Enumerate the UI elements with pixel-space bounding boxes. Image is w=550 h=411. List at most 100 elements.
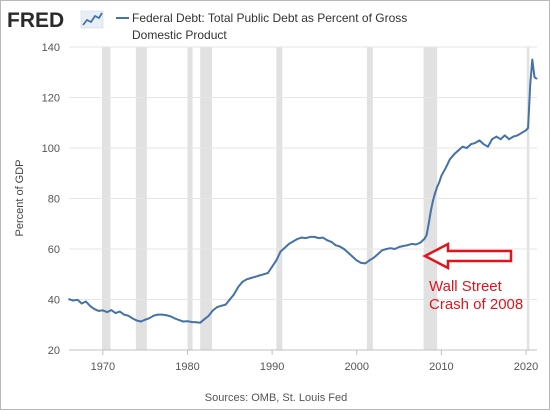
data-point (499, 138, 502, 141)
data-point (97, 310, 100, 312)
y-tick-label: 60 (48, 244, 60, 256)
data-point (127, 314, 130, 317)
data-point (220, 304, 223, 307)
data-point (296, 238, 299, 240)
data-point (338, 245, 341, 248)
data-point (258, 274, 261, 277)
data-point (68, 298, 70, 301)
y-tick-label: 140 (42, 42, 60, 54)
data-point (157, 313, 159, 316)
data-point (140, 320, 142, 323)
data-point (148, 317, 151, 320)
data-point (182, 320, 185, 323)
data-point (436, 186, 438, 189)
data-point (470, 143, 472, 146)
data-point (385, 248, 388, 250)
data-point (241, 280, 244, 283)
data-point (292, 240, 295, 243)
data-point (364, 262, 367, 265)
data-point (118, 310, 121, 313)
y-axis: 20 40 60 80 100 120 140 (42, 42, 60, 357)
data-point (300, 236, 303, 239)
data-point (410, 243, 413, 245)
fred-logo[interactable]: FRED (7, 9, 64, 32)
data-point (322, 236, 324, 239)
data-point (527, 126, 529, 129)
annotation-line1: Wall Street (429, 278, 503, 295)
data-point (190, 321, 193, 323)
data-point (313, 236, 316, 238)
data-point (288, 243, 290, 245)
legend-title-line2: Domestic Product (132, 28, 227, 42)
data-point (531, 58, 534, 61)
data-point (165, 314, 168, 317)
data-point (207, 315, 210, 317)
data-point (438, 181, 441, 184)
data-point (76, 298, 79, 301)
gridlines (69, 46, 537, 300)
data-point (309, 236, 312, 238)
data-point (434, 192, 436, 195)
data-point (535, 77, 538, 80)
source-note: Sources: OMB, St. Louis Fed (205, 392, 347, 404)
legend-title-line1: Federal Debt: Total Public Debt as Perce… (132, 11, 407, 25)
series-line (68, 58, 538, 324)
data-point (377, 253, 379, 256)
data-point (245, 278, 248, 281)
data-point (402, 245, 405, 247)
data-point (85, 300, 87, 303)
mini-line-chart-icon (80, 10, 104, 29)
data-point (173, 317, 176, 320)
data-point (360, 262, 362, 264)
x-tick-label: 1990 (260, 361, 284, 373)
data-point (512, 135, 515, 138)
data-point (80, 302, 83, 305)
data-point (520, 131, 523, 134)
data-point (508, 138, 510, 141)
data-point (444, 167, 447, 170)
data-point (525, 129, 527, 132)
data-point (368, 259, 371, 262)
data-point (123, 313, 125, 316)
data-point (72, 299, 75, 302)
data-point (432, 200, 434, 202)
data-point (114, 312, 117, 314)
data-point (465, 147, 468, 149)
data-point (330, 241, 333, 243)
data-point (228, 298, 231, 301)
data-point (254, 275, 257, 278)
data-point (237, 286, 240, 288)
y-tick-label: 120 (42, 93, 60, 105)
data-point (131, 317, 134, 320)
data-point (495, 135, 498, 138)
data-point (186, 320, 189, 323)
data-point (93, 308, 96, 310)
data-point (106, 311, 108, 313)
data-point (262, 273, 265, 276)
x-tick-label: 1970 (91, 361, 115, 373)
data-point (461, 145, 464, 148)
data-point (216, 306, 219, 308)
data-point (161, 313, 164, 316)
series-lines (68, 58, 538, 324)
data-point (478, 139, 481, 142)
x-axis: 1970 1980 1990 2000 2010 2020 (91, 350, 538, 373)
x-tick-label: 1980 (175, 361, 199, 373)
data-point (203, 318, 206, 321)
data-point (144, 318, 147, 321)
data-point (267, 272, 269, 274)
data-point (398, 246, 400, 248)
left-arrow-icon (422, 241, 513, 271)
data-point (474, 142, 477, 144)
data-point (487, 145, 489, 148)
data-point (347, 251, 350, 254)
y-axis-label: Percent of GDP (14, 159, 26, 236)
data-point (212, 309, 214, 312)
data-point (482, 143, 485, 146)
data-point (135, 319, 138, 322)
data-point (305, 237, 307, 240)
annotation-line2: Crash of 2008 (429, 296, 523, 313)
x-tick-label: 2010 (429, 361, 453, 373)
y-tick-label: 80 (48, 194, 60, 206)
